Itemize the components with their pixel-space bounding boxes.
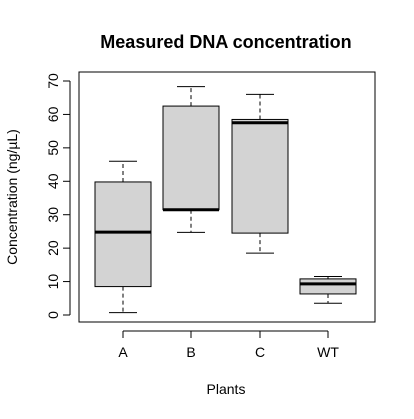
y-tick-label: 40 (45, 173, 61, 189)
iqr-box (94, 181, 152, 288)
x-tick-label: A (118, 344, 128, 360)
x-tick-label: WT (317, 344, 339, 360)
y-tick-label: 60 (45, 106, 61, 122)
y-tick-label: 0 (45, 311, 61, 319)
box-b (162, 86, 220, 233)
box-wt (299, 276, 357, 304)
x-axis-label: Plants (207, 381, 246, 397)
iqr-box (162, 105, 220, 211)
iqr-box (299, 278, 357, 295)
y-tick-label: 30 (45, 207, 61, 223)
boxplot-group (94, 86, 357, 314)
plot-frame (78, 71, 376, 323)
x-tick-label: B (186, 344, 195, 360)
y-axis: 0 10 20 30 40 50 60 70 (45, 73, 71, 319)
x-tick-label: C (255, 344, 265, 360)
y-tick-label: 20 (45, 240, 61, 256)
chart-title: Measured DNA concentration (100, 32, 351, 52)
y-tick-label: 70 (45, 73, 61, 89)
box-a (94, 160, 152, 314)
x-axis: A B C WT (118, 330, 339, 360)
iqr-box (231, 118, 289, 234)
y-axis-label: Concentration (ng/µL) (4, 129, 20, 265)
box-c (231, 93, 289, 254)
y-tick-label: 50 (45, 140, 61, 156)
y-tick-label: 10 (45, 274, 61, 290)
